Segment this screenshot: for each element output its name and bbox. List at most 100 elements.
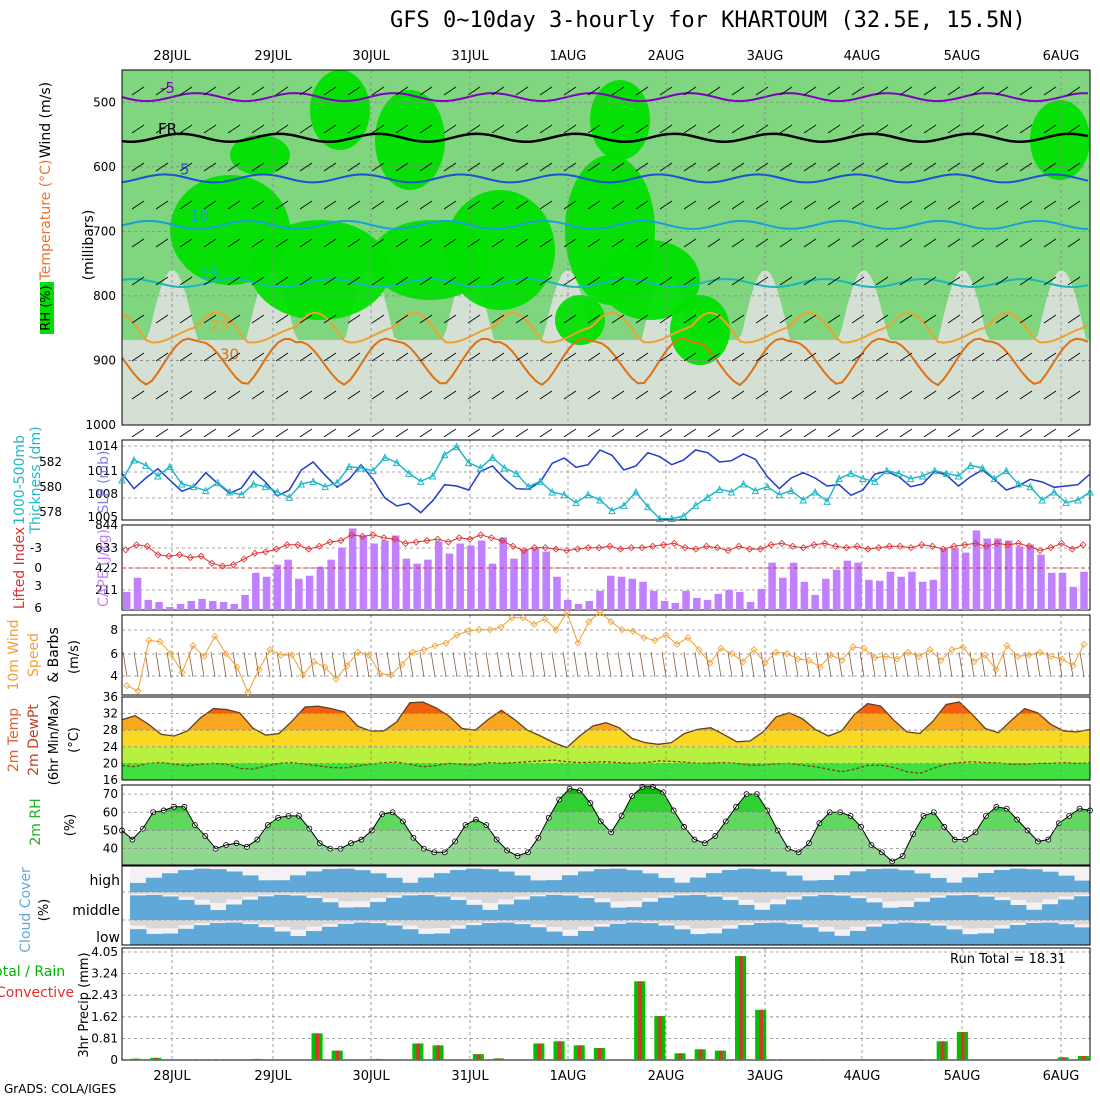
cloud-gap: [674, 892, 691, 894]
wind-barb: [1067, 390, 1081, 400]
wind-barb: [227, 428, 241, 438]
wind-barb: [899, 352, 913, 362]
cloud-bar: [402, 882, 419, 892]
minmax-axis-label: (6hr Min/Max): [47, 695, 62, 785]
cloud-bar: [162, 873, 179, 892]
temp-band-group: [122, 702, 1090, 780]
wind-barb: [1043, 428, 1057, 438]
wind10-marker: [596, 608, 604, 616]
wind-barb: [707, 86, 721, 96]
wind-barb: [683, 352, 697, 362]
precip-conv-bar: [416, 1043, 420, 1060]
wind10-barb: [606, 651, 612, 678]
li-marker: [842, 544, 850, 552]
wind-barb: [539, 428, 553, 438]
cloud-gap: [178, 920, 195, 926]
cape-bar: [176, 603, 185, 610]
wind10-marker: [200, 652, 208, 660]
cloud-bar: [226, 904, 243, 920]
wind-barb: [515, 200, 529, 210]
cape-bar: [424, 559, 432, 610]
li-marker: [1079, 541, 1087, 549]
wind-barb: [611, 428, 625, 438]
cloud-bar: [1058, 899, 1075, 920]
wind-barb: [419, 200, 433, 210]
thickness-marker: [775, 490, 784, 499]
thickness-marker: [261, 482, 270, 491]
wind-barb: [1067, 352, 1081, 362]
cloud-bar: [162, 933, 179, 945]
wind10-barb: [760, 651, 766, 678]
date-label-bottom: 1AUG: [550, 1069, 587, 1084]
wind-barb: [491, 162, 505, 172]
wind-barb: [275, 200, 289, 210]
wind-barb: [371, 238, 385, 248]
thickness-marker: [883, 466, 891, 475]
wind-barb: [251, 390, 265, 400]
cloud-bar: [770, 922, 787, 945]
cloud-gap: [914, 892, 931, 898]
temperature-contour: [121, 277, 1089, 289]
wind-barb: [563, 314, 577, 324]
wind10-barb: [661, 651, 667, 678]
thickness-marker: [452, 442, 461, 451]
wind-barb: [251, 124, 265, 134]
wind10-marker: [475, 626, 483, 634]
cloud-bar: [386, 925, 403, 945]
precip-tick: 4.05: [91, 945, 118, 959]
wind-barb: [731, 314, 745, 324]
date-label-bottom: 6AUG: [1043, 1069, 1080, 1084]
wind-barb: [923, 314, 937, 324]
wind-barb: [323, 314, 337, 324]
cloud-bar: [274, 931, 291, 945]
cloud-gap: [594, 920, 611, 925]
wind-barb: [179, 162, 193, 172]
rh2m-axis-label: 2m RH: [28, 798, 44, 845]
wind10-marker: [211, 632, 219, 640]
thickness-marker: [823, 497, 831, 505]
cloud-bar: [130, 929, 147, 945]
wind-barb: [611, 124, 625, 134]
cloud-bar: [1026, 909, 1043, 920]
cloud-gap: [754, 892, 771, 903]
wind-barb: [995, 238, 1009, 248]
precip-conv-bar: [376, 1058, 380, 1060]
cloud-bar: [290, 875, 307, 892]
temperature-contour: [121, 92, 1088, 103]
wind10-marker: [684, 634, 692, 642]
thickness-marker: [608, 506, 616, 515]
wind-barb: [707, 124, 721, 134]
cape-bar: [1015, 546, 1024, 610]
wind-barb: [923, 124, 937, 134]
pressure-tick: 900: [93, 353, 116, 367]
pressure-tick: 1000: [85, 418, 116, 432]
wind10-unit-label: (m/s): [67, 640, 82, 674]
wind-barb: [851, 276, 865, 286]
wind-barb: [203, 314, 217, 324]
wind10-marker: [1080, 640, 1088, 648]
wind-barb: [899, 238, 913, 248]
wind-barb: [203, 86, 217, 96]
cape-bar: [671, 602, 680, 610]
wind-barb: [179, 86, 193, 96]
pressure-axis-label: (millibars): [81, 210, 97, 281]
cloud-gap: [1026, 892, 1043, 903]
li-marker: [735, 542, 743, 550]
rh-band: [122, 830, 1090, 865]
precip-conv-bar: [335, 1050, 340, 1060]
rh-tick: 50: [103, 823, 118, 837]
cape-bar: [133, 577, 142, 610]
wind-barb: [947, 162, 961, 172]
cape-bar: [499, 537, 507, 610]
li-marker: [1004, 541, 1012, 549]
wind-barb: [299, 238, 313, 248]
thickness-marker: [1026, 482, 1035, 491]
cloud-bar: [690, 934, 707, 945]
wind-barb: [971, 390, 985, 400]
li-marker: [971, 539, 980, 547]
cloud-bar: [882, 907, 899, 920]
wind-barb: [539, 124, 553, 134]
cloud-gap: [882, 892, 899, 902]
wind10-marker: [431, 642, 439, 650]
cloud-gap: [1026, 920, 1043, 922]
